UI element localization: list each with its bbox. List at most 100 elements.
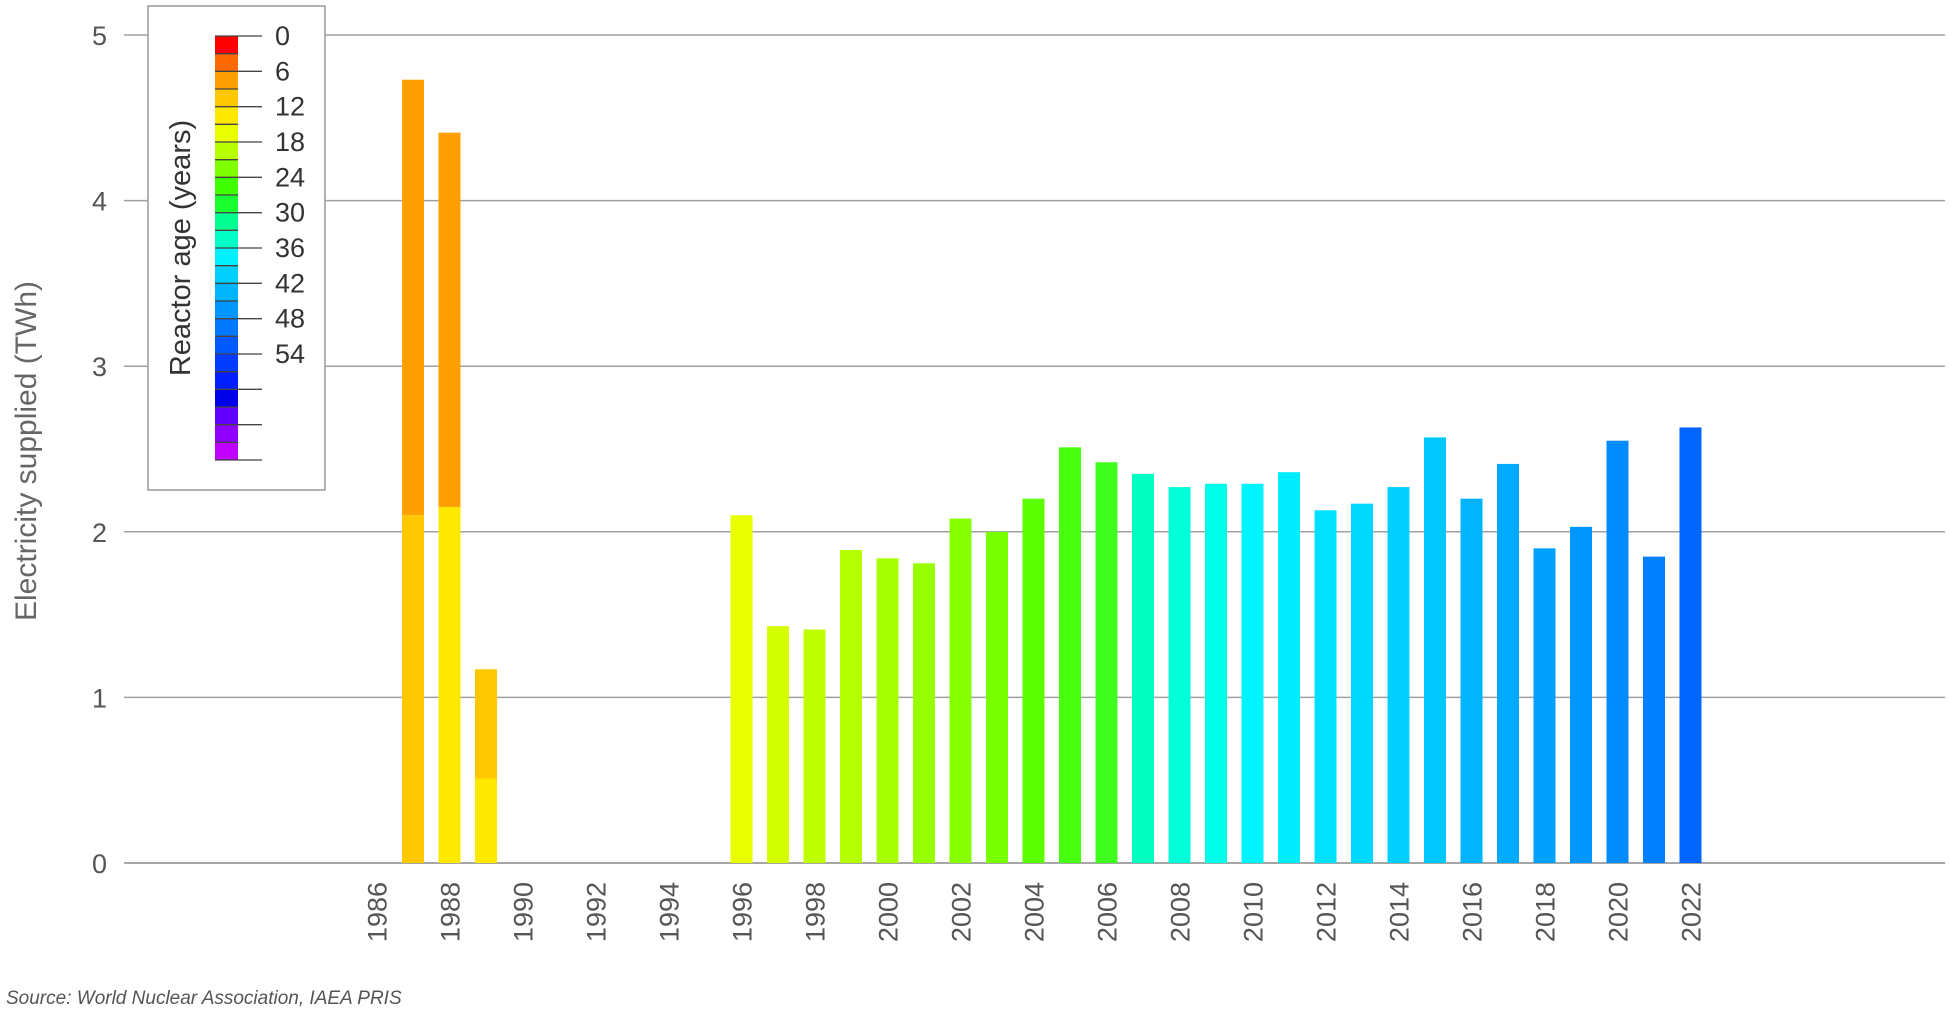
legend-tick-label: 6 <box>275 56 290 86</box>
x-tick-label: 2004 <box>1020 882 1050 942</box>
colorbar-segment <box>215 301 238 320</box>
colorbar-segment <box>215 442 238 461</box>
bar-2019 <box>1570 526 1592 863</box>
legend-ticks: 0 6 12 18 24 30 36 42 48 54 <box>275 21 305 369</box>
y-tick-label: 3 <box>92 352 107 382</box>
bar-2012 <box>1314 510 1337 863</box>
colorbar-segment <box>215 106 238 125</box>
colorbar-segment <box>215 212 238 231</box>
x-tick-label: 1988 <box>436 882 466 942</box>
bar-2022 <box>1679 427 1702 863</box>
y-tick-label: 1 <box>92 683 107 713</box>
colorbar-segment <box>215 354 238 373</box>
colorbar-segment <box>215 124 238 143</box>
x-tick-label: 1996 <box>728 882 758 942</box>
bar-1988 <box>438 132 461 507</box>
bar-2002 <box>949 518 972 863</box>
colorbar-segment <box>215 265 238 284</box>
x-tick-label: 2014 <box>1385 882 1415 942</box>
x-tick-label: 2002 <box>947 882 977 942</box>
bar-2008 <box>1168 487 1191 863</box>
bar-1998 <box>803 629 826 863</box>
bar-1987 <box>402 79 424 516</box>
y-axis-ticks: 0 1 2 3 4 5 <box>92 21 107 879</box>
x-tick-label: 2008 <box>1166 882 1196 942</box>
y-tick-label: 2 <box>92 518 107 548</box>
legend-tick-label: 48 <box>275 304 305 334</box>
x-tick-label: 2022 <box>1677 882 1707 942</box>
legend-colorbar <box>215 35 262 461</box>
bar-2009 <box>1205 483 1227 863</box>
bar-2001 <box>913 563 935 863</box>
x-tick-label: 2018 <box>1531 882 1561 942</box>
legend-title: Reactor age (years) <box>165 120 197 376</box>
bar-2010 <box>1241 483 1264 863</box>
x-axis-ticks: 1986 1988 1990 1992 1994 1996 1998 2000 2002 2004… <box>363 882 1707 942</box>
colorbar-segment <box>215 371 238 390</box>
x-tick-label: 2006 <box>1093 882 1123 942</box>
bar-2000 <box>876 558 899 863</box>
colorbar-segment <box>215 53 238 72</box>
bar-2007 <box>1132 473 1154 863</box>
legend-tick-label: 54 <box>275 339 305 369</box>
y-tick-label: 0 <box>92 849 107 879</box>
legend-tick-label: 18 <box>275 127 305 157</box>
bar-2014 <box>1387 487 1410 863</box>
legend-tick-label: 42 <box>275 268 305 298</box>
colorbar-segment <box>215 71 238 90</box>
colorbar-segment <box>215 177 238 196</box>
bar-1988 <box>438 506 461 863</box>
legend-tick-label: 36 <box>275 233 305 263</box>
legend-tick-label: 30 <box>275 198 305 228</box>
bar-2006 <box>1095 462 1118 863</box>
bar-2015 <box>1424 437 1446 863</box>
bar-2003 <box>986 531 1008 863</box>
bar-2018 <box>1533 548 1556 863</box>
x-tick-label: 2012 <box>1312 882 1342 942</box>
colorbar-segment <box>215 424 238 443</box>
x-tick-label: 1990 <box>509 882 539 942</box>
colorbar-segment <box>215 283 238 302</box>
bar-2013 <box>1351 503 1373 863</box>
x-tick-label: 1992 <box>582 882 612 942</box>
colorbar-segment <box>215 89 238 108</box>
colorbar-segment <box>215 407 238 426</box>
x-tick-label: 2020 <box>1604 882 1634 942</box>
bar-1997 <box>767 626 789 863</box>
colorbar-segment <box>215 336 238 355</box>
colorbar-segment <box>215 142 238 161</box>
colorbar-segment <box>215 159 238 178</box>
legend-tick-label: 24 <box>275 162 305 192</box>
bar-2011 <box>1278 472 1300 863</box>
y-tick-label: 5 <box>92 21 107 51</box>
bar-1987 <box>402 515 424 863</box>
bar-1996 <box>730 515 753 863</box>
bars <box>402 79 1702 863</box>
legend: Reactor age (years) 0 6 12 18 24 30 36 42 48 54 <box>147 5 326 491</box>
bar-2005 <box>1059 447 1081 863</box>
colorbar-segment <box>215 389 238 408</box>
legend-tick-label: 12 <box>275 92 305 122</box>
bar-1999 <box>840 550 862 863</box>
colorbar-segment <box>215 248 238 267</box>
bar-2020 <box>1606 440 1629 863</box>
bar-2016 <box>1460 498 1483 863</box>
bar-1989 <box>475 669 497 779</box>
x-tick-label: 2000 <box>874 882 904 942</box>
legend-tick-label: 0 <box>275 21 290 51</box>
y-tick-label: 4 <box>92 187 107 217</box>
colorbar-segment <box>215 318 238 337</box>
bar-2004 <box>1022 498 1045 863</box>
bar-2017 <box>1497 463 1519 863</box>
y-axis-label: Electricity supplied (TWh) <box>10 281 43 621</box>
source-note: Source: World Nuclear Association, IAEA … <box>6 988 402 1009</box>
x-tick-label: 2016 <box>1458 882 1488 942</box>
x-tick-label: 1994 <box>655 882 685 942</box>
x-tick-label: 2010 <box>1239 882 1269 942</box>
bar-1989 <box>475 778 497 863</box>
x-tick-label: 1998 <box>801 882 831 942</box>
colorbar-segment <box>215 36 238 55</box>
x-tick-label: 1986 <box>363 882 393 942</box>
bar-2021 <box>1643 556 1665 863</box>
